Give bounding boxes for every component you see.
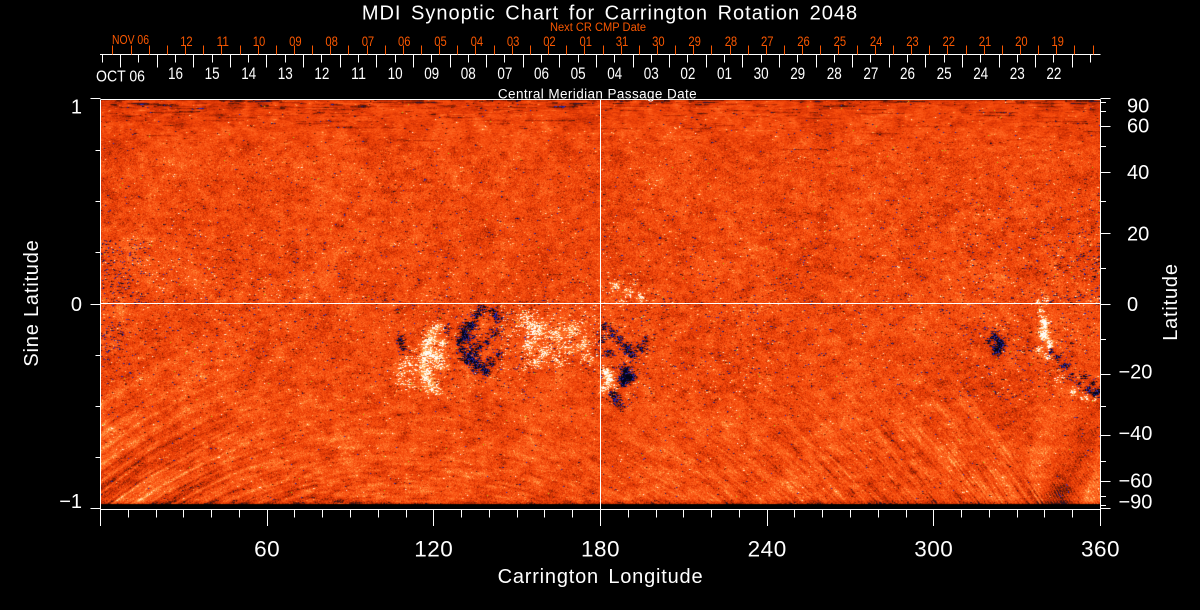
svg-text:27: 27 — [761, 34, 774, 49]
svg-text:10: 10 — [253, 34, 265, 49]
svg-text:22: 22 — [1046, 65, 1061, 83]
svg-text:14: 14 — [241, 65, 256, 83]
svg-text:60: 60 — [1127, 116, 1149, 138]
svg-text:23: 23 — [906, 34, 919, 49]
svg-text:29: 29 — [790, 65, 805, 83]
svg-text:−20: −20 — [1119, 361, 1153, 383]
svg-text:0: 0 — [1127, 294, 1138, 316]
svg-text:27: 27 — [863, 65, 878, 83]
svg-text:0: 0 — [71, 294, 82, 316]
svg-text:90: 90 — [1127, 96, 1149, 118]
svg-text:300: 300 — [914, 537, 953, 562]
svg-text:05: 05 — [434, 34, 447, 49]
svg-text:1: 1 — [71, 97, 82, 119]
svg-text:180: 180 — [581, 537, 620, 562]
svg-text:19: 19 — [1051, 34, 1064, 49]
svg-text:60: 60 — [254, 537, 280, 562]
svg-text:23: 23 — [1010, 65, 1025, 83]
svg-text:01: 01 — [717, 65, 732, 83]
svg-text:Latitude: Latitude — [1160, 263, 1182, 341]
svg-text:30: 30 — [652, 34, 665, 49]
svg-text:16: 16 — [168, 65, 183, 83]
svg-text:240: 240 — [748, 537, 787, 562]
svg-text:Central Meridian Passage Date: Central Meridian Passage Date — [498, 87, 697, 102]
svg-text:15: 15 — [205, 65, 220, 83]
svg-text:05: 05 — [571, 65, 586, 83]
svg-text:OCT 06: OCT 06 — [96, 69, 145, 86]
svg-text:Next CR CMP Date: Next CR CMP Date — [550, 22, 646, 34]
svg-text:29: 29 — [688, 34, 701, 49]
svg-text:03: 03 — [507, 34, 520, 49]
svg-text:20: 20 — [1015, 34, 1028, 49]
svg-text:26: 26 — [900, 65, 915, 83]
svg-text:08: 08 — [461, 65, 476, 83]
svg-text:26: 26 — [797, 34, 810, 49]
svg-text:08: 08 — [325, 34, 338, 49]
svg-text:09: 09 — [289, 34, 302, 49]
svg-text:07: 07 — [362, 34, 375, 49]
svg-text:02: 02 — [680, 65, 695, 83]
svg-text:−90: −90 — [1119, 492, 1153, 514]
svg-text:24: 24 — [973, 65, 988, 83]
svg-text:30: 30 — [754, 65, 769, 83]
svg-text:13: 13 — [278, 65, 293, 83]
svg-text:12: 12 — [180, 34, 193, 49]
svg-text:24: 24 — [870, 34, 883, 49]
svg-text:Carrington Longitude: Carrington Longitude — [498, 566, 704, 588]
svg-text:MDI Synoptic Chart for Carring: MDI Synoptic Chart for Carrington Rotati… — [362, 3, 858, 25]
svg-text:25: 25 — [937, 65, 952, 83]
svg-text:−60: −60 — [1119, 470, 1153, 492]
svg-text:04: 04 — [607, 65, 622, 83]
svg-text:01: 01 — [580, 34, 593, 49]
svg-text:10: 10 — [388, 65, 403, 83]
svg-text:04: 04 — [471, 34, 484, 49]
svg-text:11: 11 — [217, 34, 230, 49]
svg-text:28: 28 — [827, 65, 842, 83]
svg-text:Sine Latitude: Sine Latitude — [21, 239, 43, 366]
svg-text:06: 06 — [398, 34, 411, 49]
svg-text:02: 02 — [543, 34, 556, 49]
svg-text:360: 360 — [1081, 537, 1120, 562]
svg-text:−1: −1 — [59, 491, 82, 513]
svg-text:NOV 06: NOV 06 — [112, 33, 149, 47]
svg-text:20: 20 — [1127, 224, 1149, 246]
svg-text:12: 12 — [314, 65, 329, 83]
svg-text:11: 11 — [351, 65, 366, 83]
svg-text:40: 40 — [1127, 162, 1149, 184]
svg-text:25: 25 — [834, 34, 847, 49]
svg-text:120: 120 — [414, 537, 453, 562]
svg-text:−40: −40 — [1119, 423, 1153, 445]
svg-text:06: 06 — [534, 65, 549, 83]
svg-text:22: 22 — [943, 34, 956, 49]
svg-text:09: 09 — [424, 65, 439, 83]
svg-text:31: 31 — [616, 34, 629, 49]
svg-text:28: 28 — [725, 34, 738, 49]
svg-text:07: 07 — [497, 65, 512, 83]
svg-text:21: 21 — [979, 34, 992, 49]
svg-text:03: 03 — [644, 65, 659, 83]
